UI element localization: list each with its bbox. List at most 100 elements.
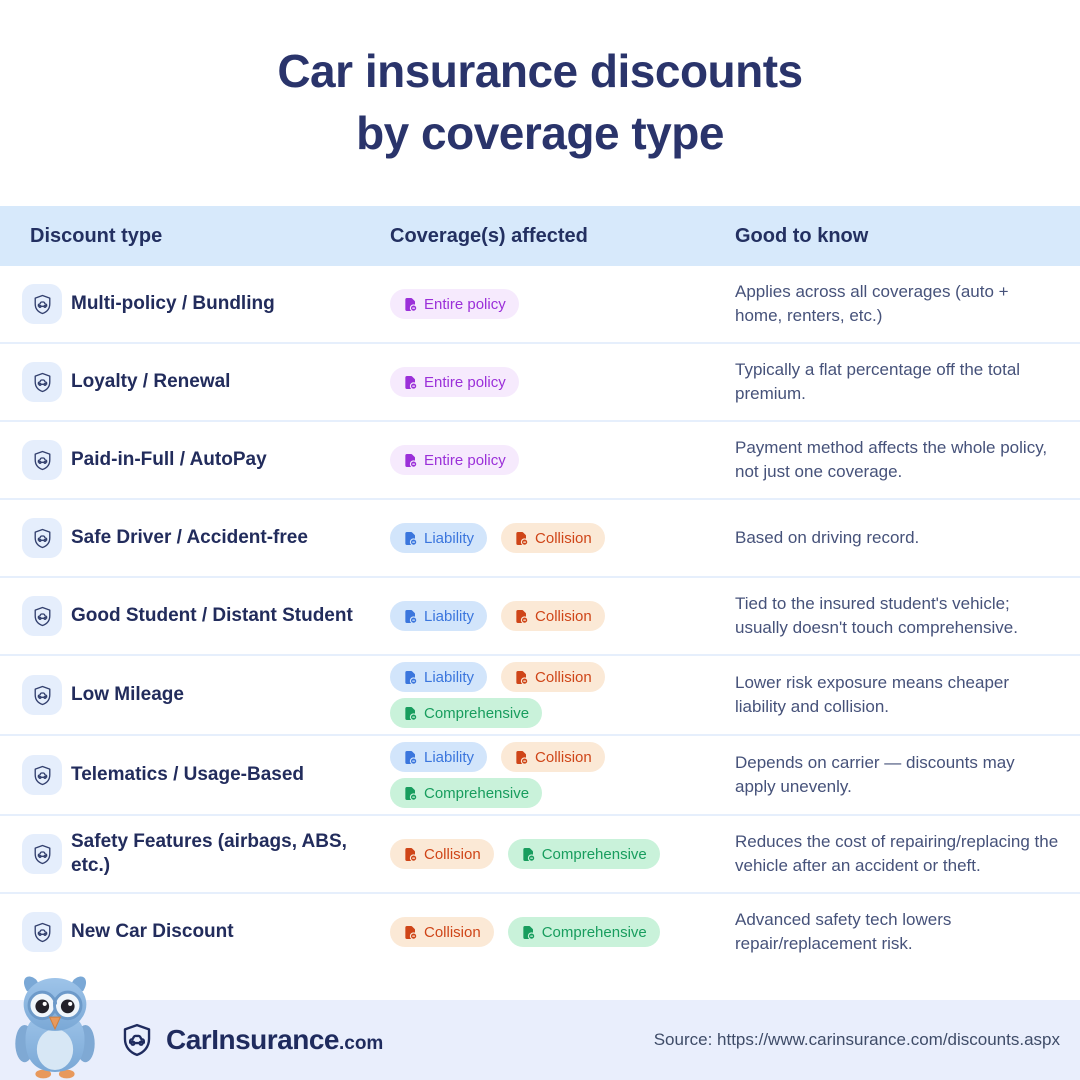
badge-list: Liability Collision — [390, 517, 735, 559]
good-to-know-text: Depends on carrier — discounts may apply… — [735, 753, 1015, 797]
coverage-badge-collision: Collision — [501, 662, 605, 693]
owl-mascot — [15, 976, 95, 1079]
logo-suffix: .com — [338, 1033, 384, 1054]
table-row: Safety Features (airbags, ABS, etc.) Col… — [0, 816, 1080, 895]
source-text: Source: https://www.carinsurance.com/dis… — [653, 1030, 1060, 1049]
shield-car-icon — [34, 372, 50, 392]
logo-text: CarInsurance .com — [166, 1024, 383, 1056]
coverage-badge-collision: Collision — [390, 839, 494, 870]
discount-name: Low Mileage — [71, 683, 184, 705]
badge-list: Collision Comprehensive — [390, 911, 735, 953]
coverage-badge-collision: Collision — [501, 742, 605, 773]
logo-shield-icon — [123, 1023, 151, 1057]
badge-label: Liability — [424, 529, 475, 547]
badge-list: Entire policy — [390, 361, 735, 403]
shield-car-icon — [34, 606, 50, 626]
header-good-to-know: Good to know — [735, 224, 869, 247]
policy-document-icon — [405, 375, 418, 390]
policy-document-icon — [405, 750, 418, 765]
badge-list: Collision Comprehensive — [390, 833, 735, 875]
discount-type-cell: Telematics / Usage-Based — [22, 747, 390, 803]
badge-label: Comprehensive — [541, 845, 647, 863]
badge-label: Collision — [535, 748, 592, 766]
table-row: Low Mileage Liability Collision Comprehe… — [0, 656, 1080, 737]
shield-car-icon — [34, 844, 50, 864]
discount-type-cell: New Car Discount — [22, 904, 390, 960]
coverage-badge-entire_policy: Entire policy — [390, 445, 519, 476]
shield-car-icon — [34, 685, 50, 705]
discount-type-cell: Paid-in-Full / AutoPay — [22, 432, 390, 488]
discount-name: Safe Driver / Accident-free — [71, 526, 308, 548]
coverage-badge-comprehensive: Comprehensive — [507, 839, 660, 870]
shield-car-icon-chip — [22, 440, 62, 481]
page-title: Car insurance discounts by coverage type — [0, 0, 1080, 164]
table-header-row: Discount type Coverage(s) affected Good … — [0, 206, 1080, 267]
badge-list: Entire policy — [390, 283, 735, 325]
policy-document-icon — [516, 531, 529, 546]
coverage-badge-entire_policy: Entire policy — [390, 289, 519, 320]
good-to-know-text: Lower risk exposure means cheaper liabil… — [735, 673, 1010, 717]
table-row: Safe Driver / Accident-free Liability Co… — [0, 500, 1080, 579]
shield-car-icon — [34, 450, 50, 470]
policy-document-icon — [405, 609, 418, 624]
shield-car-icon-chip — [22, 596, 62, 637]
coverage-badge-collision: Collision — [390, 917, 494, 948]
badge-label: Collision — [535, 668, 592, 686]
policy-document-icon — [405, 786, 418, 801]
policy-document-icon — [405, 453, 418, 468]
table-row: Paid-in-Full / AutoPay Entire policy Pay… — [0, 422, 1080, 501]
table-row: New Car Discount Collision Comprehensive… — [0, 894, 1080, 971]
coverage-badge-liability: Liability — [390, 662, 488, 693]
page-title-line1: Car insurance discounts — [277, 45, 803, 97]
badge-list: Entire policy — [390, 439, 735, 481]
policy-document-icon — [405, 925, 418, 940]
shield-car-icon-chip — [22, 912, 62, 953]
logo-main: CarInsurance — [166, 1024, 339, 1055]
coverage-badge-comprehensive: Comprehensive — [507, 917, 660, 948]
shield-car-icon-chip — [22, 675, 62, 716]
badge-label: Comprehensive — [424, 704, 530, 722]
good-to-know-text: Based on driving record. — [735, 528, 920, 548]
discount-type-cell: Safety Features (airbags, ABS, etc.) — [22, 822, 390, 887]
good-to-know-text: Advanced safety tech lowers repair/repla… — [735, 910, 952, 954]
discount-name: Multi-policy / Bundling — [71, 292, 275, 314]
badge-list: Liability Collision — [390, 595, 735, 637]
good-to-know-text: Payment method affects the whole policy,… — [735, 438, 1048, 482]
discount-name: Paid-in-Full / AutoPay — [71, 448, 267, 470]
coverage-badge-liability: Liability — [390, 742, 488, 773]
header-coverages-affected: Coverage(s) affected — [390, 224, 588, 247]
badge-list: Liability Collision Comprehensive — [390, 736, 735, 814]
discount-name: New Car Discount — [71, 920, 234, 942]
badge-label: Comprehensive — [424, 784, 530, 802]
shield-car-icon — [34, 294, 50, 314]
good-to-know-text: Typically a flat percentage off the tota… — [735, 360, 1021, 404]
badge-label: Comprehensive — [541, 923, 647, 941]
coverage-badge-collision: Collision — [501, 523, 605, 554]
shield-car-icon — [34, 528, 50, 548]
policy-document-icon — [405, 531, 418, 546]
discount-name: Safety Features (airbags, ABS, etc.) — [71, 830, 347, 877]
shield-car-icon-chip — [22, 755, 62, 796]
policy-document-icon — [523, 847, 536, 862]
discounts-table: Discount type Coverage(s) affected Good … — [0, 206, 1080, 971]
badge-label: Liability — [424, 607, 475, 625]
header-discount-type: Discount type — [30, 224, 163, 247]
badge-label: Collision — [535, 529, 592, 547]
shield-car-icon-chip — [22, 362, 62, 403]
shield-car-icon — [34, 765, 50, 785]
page-title-line2: by coverage type — [356, 107, 724, 160]
table-row: Multi-policy / Bundling Entire policy Ap… — [0, 266, 1080, 345]
discount-type-cell: Low Mileage — [22, 667, 390, 723]
discount-type-cell: Loyalty / Renewal — [22, 354, 390, 410]
discount-name: Good Student / Distant Student — [71, 604, 353, 626]
policy-document-icon — [516, 609, 529, 624]
badge-list: Liability Collision Comprehensive — [390, 656, 735, 734]
discount-type-cell: Good Student / Distant Student — [22, 588, 390, 644]
badge-label: Entire policy — [424, 451, 506, 469]
policy-document-icon — [523, 925, 536, 940]
coverage-badge-entire_policy: Entire policy — [390, 367, 519, 398]
table-body: Multi-policy / Bundling Entire policy Ap… — [0, 266, 1080, 971]
badge-label: Collision — [535, 607, 592, 625]
discount-type-cell: Safe Driver / Accident-free — [22, 510, 390, 566]
policy-document-icon — [516, 750, 529, 765]
